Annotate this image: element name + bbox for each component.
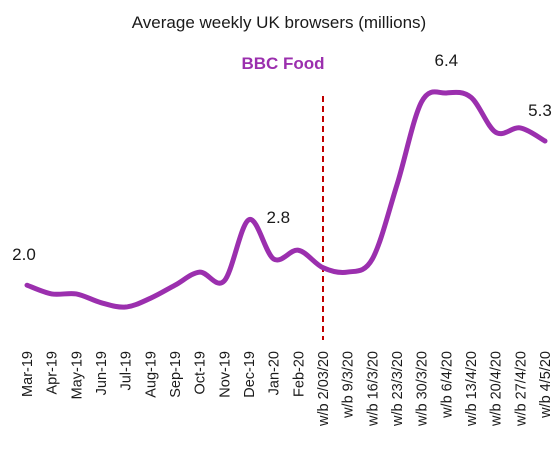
x-tick-label: Dec-19 [242, 351, 258, 398]
data-label: 6.4 [435, 51, 459, 70]
data-label: 2.0 [12, 245, 36, 264]
x-tick-label: w/b 23/3/20 [390, 351, 406, 427]
x-tick-label: Feb-20 [291, 351, 307, 397]
x-tick-label: w/b 6/4/20 [439, 351, 455, 419]
x-tick-label: w/b 13/4/20 [464, 351, 480, 427]
x-tick-label: Oct-19 [193, 351, 209, 395]
x-tick-label: w/b 20/4/20 [489, 351, 505, 427]
x-tick-label: Apr-19 [45, 351, 61, 395]
chart-title: Average weekly UK browsers (millions) [132, 13, 426, 32]
x-tick-label: Jun-19 [94, 351, 110, 395]
x-tick-label: w/b 9/3/20 [341, 351, 357, 419]
x-tick-label: w/b 27/4/20 [513, 351, 529, 427]
x-tick-label: w/b 4/5/20 [538, 351, 554, 419]
x-tick-label: w/b 30/3/20 [415, 351, 431, 427]
x-tick-label: May-19 [69, 351, 85, 399]
x-tick-label: Jul-19 [119, 351, 135, 391]
x-tick-label: Aug-19 [143, 351, 159, 398]
x-tick-label: w/b 16/3/20 [365, 351, 381, 427]
series-line [24, 89, 548, 310]
chart-subtitle: BBC Food [241, 54, 324, 73]
x-tick-label: Nov-19 [217, 351, 233, 398]
x-tick-label: Jan-20 [267, 351, 283, 395]
x-tick-label: Mar-19 [20, 351, 36, 397]
data-label: 2.8 [267, 208, 291, 227]
x-tick-label: w/b 2/03/20 [316, 351, 332, 427]
x-tick-label: Sep-19 [168, 351, 184, 398]
data-label: 5.3 [528, 101, 552, 120]
